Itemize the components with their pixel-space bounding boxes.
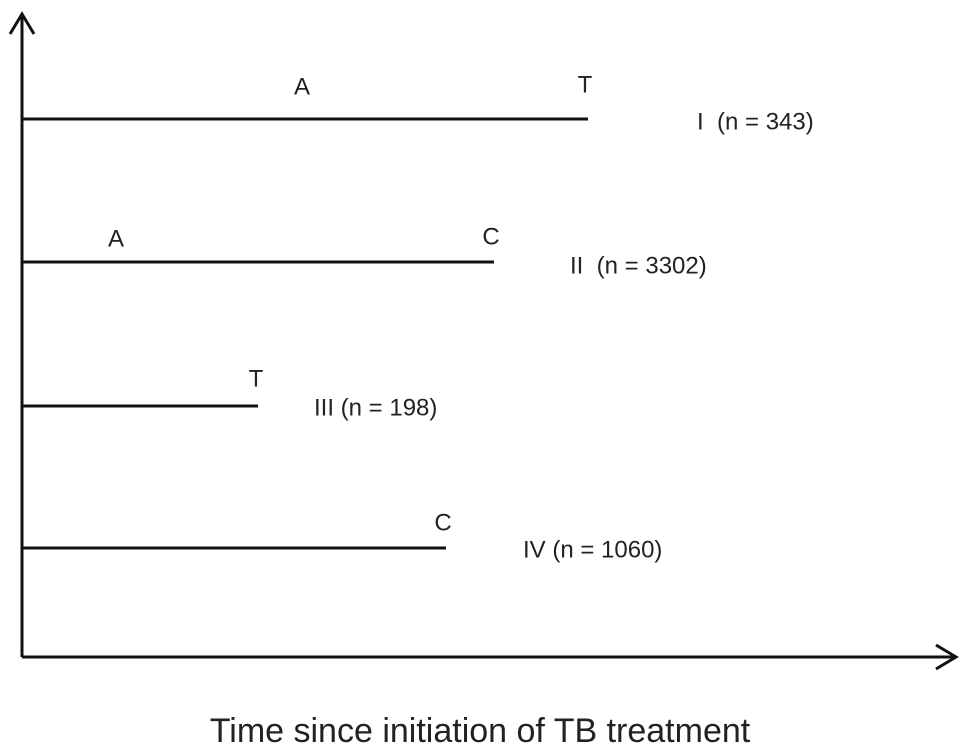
event-label: T (249, 365, 264, 392)
event-label: A (294, 73, 310, 100)
group-label: II (n = 3302) (570, 252, 707, 279)
y-axis-arrow (8, 11, 36, 35)
x-axis-arrow (935, 643, 959, 671)
group-label: I (n = 343) (697, 108, 814, 135)
group-label: IV (n = 1060) (523, 536, 662, 563)
event-label: C (434, 509, 451, 536)
event-label: T (578, 71, 593, 98)
x-axis-label: Time since initiation of TB treatment (210, 712, 751, 750)
event-label: A (108, 225, 124, 252)
group-label: III (n = 198) (314, 394, 437, 421)
event-label: C (482, 223, 499, 250)
